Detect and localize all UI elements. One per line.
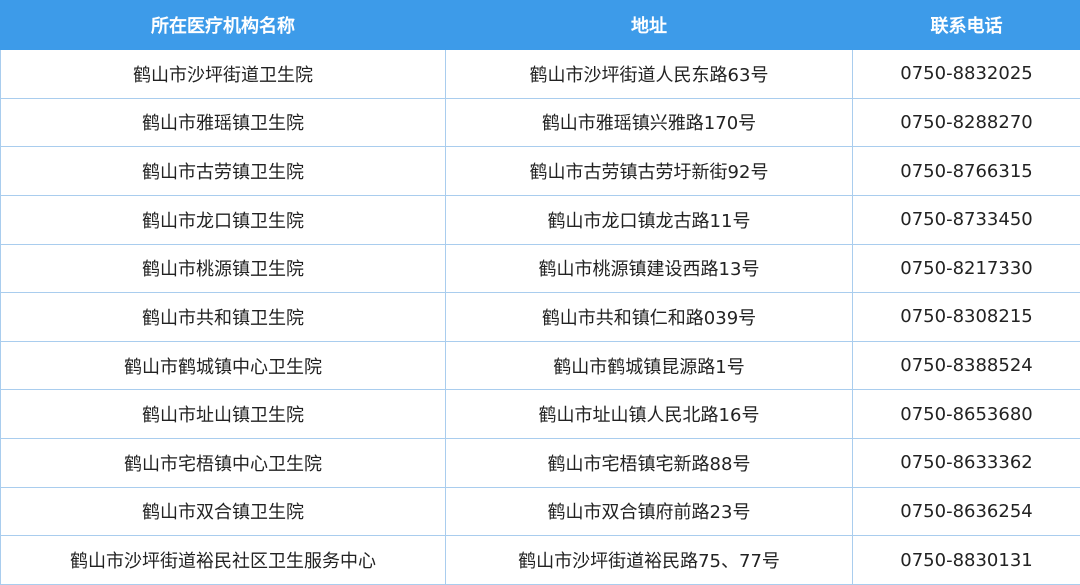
table-cell: 0750-8288270 xyxy=(852,97,1080,148)
table-cell: 鹤山市址山镇卫生院 xyxy=(0,389,446,439)
table-cell: 鹤山市雅瑶镇兴雅路170号 xyxy=(445,97,853,148)
table-cell: 鹤山市沙坪街道人民东路63号 xyxy=(445,49,853,99)
header-cell: 联系电话 xyxy=(852,0,1080,50)
table-row: 鹤山市雅瑶镇卫生院 鹤山市雅瑶镇兴雅路170号 0750-8288270 xyxy=(0,97,1080,148)
table-cell: 鹤山市雅瑶镇卫生院 xyxy=(0,97,446,148)
table-cell: 鹤山市桃源镇卫生院 xyxy=(0,243,446,294)
table-cell: 0750-8388524 xyxy=(852,340,1080,391)
table-cell: 鹤山市沙坪街道卫生院 xyxy=(0,49,446,99)
table-cell: 0750-8308215 xyxy=(852,292,1080,342)
header-row: 所在医疗机构名称 地址 联系电话 xyxy=(0,0,1080,50)
table-cell: 0750-8636254 xyxy=(852,486,1080,537)
table-cell: 0750-8633362 xyxy=(852,438,1080,488)
table-cell: 鹤山市址山镇人民北路16号 xyxy=(445,389,853,439)
table-cell: 鹤山市宅梧镇宅新路88号 xyxy=(445,438,853,488)
table-cell: 鹤山市龙口镇龙古路11号 xyxy=(445,194,853,245)
table-cell: 鹤山市双合镇府前路23号 xyxy=(445,486,853,537)
table-cell: 鹤山市沙坪街道裕民路75、77号 xyxy=(445,535,853,585)
table-cell: 0750-8653680 xyxy=(852,389,1080,439)
table-cell: 0750-8766315 xyxy=(852,146,1080,196)
table-row: 鹤山市宅梧镇中心卫生院 鹤山市宅梧镇宅新路88号 0750-8633362 xyxy=(0,438,1080,488)
table-cell: 鹤山市桃源镇建设西路13号 xyxy=(445,243,853,294)
table-row: 鹤山市桃源镇卫生院 鹤山市桃源镇建设西路13号 0750-8217330 xyxy=(0,243,1080,294)
header-cell: 所在医疗机构名称 xyxy=(0,0,446,50)
table-row: 鹤山市沙坪街道裕民社区卫生服务中心 鹤山市沙坪街道裕民路75、77号 0750-88… xyxy=(0,535,1080,585)
table-cell: 鹤山市古劳镇卫生院 xyxy=(0,146,446,196)
table-cell: 鹤山市龙口镇卫生院 xyxy=(0,194,446,245)
table-cell: 鹤山市古劳镇古劳圩新街92号 xyxy=(445,146,853,196)
table-cell: 鹤山市沙坪街道裕民社区卫生服务中心 xyxy=(0,535,446,585)
table-cell: 鹤山市双合镇卫生院 xyxy=(0,486,446,537)
header-cell: 地址 xyxy=(445,0,853,50)
table-row: 鹤山市双合镇卫生院 鹤山市双合镇府前路23号 0750-8636254 xyxy=(0,486,1080,537)
table-row: 鹤山市鹤城镇中心卫生院 鹤山市鹤城镇昆源路1号 0750-8388524 xyxy=(0,340,1080,391)
table-cell: 鹤山市宅梧镇中心卫生院 xyxy=(0,438,446,488)
table-row: 鹤山市共和镇卫生院 鹤山市共和镇仁和路039号 0750-8308215 xyxy=(0,292,1080,342)
table-row: 鹤山市龙口镇卫生院 鹤山市龙口镇龙古路11号 0750-8733450 xyxy=(0,194,1080,245)
table-cell: 鹤山市鹤城镇中心卫生院 xyxy=(0,340,446,391)
table-cell: 0750-8830131 xyxy=(852,535,1080,585)
table-cell: 0750-8733450 xyxy=(852,194,1080,245)
table-row: 鹤山市古劳镇卫生院 鹤山市古劳镇古劳圩新街92号 0750-8766315 xyxy=(0,146,1080,196)
table-cell: 鹤山市鹤城镇昆源路1号 xyxy=(445,340,853,391)
table-row: 鹤山市址山镇卫生院 鹤山市址山镇人民北路16号 0750-8653680 xyxy=(0,389,1080,439)
table-cell: 鹤山市共和镇仁和路039号 xyxy=(445,292,853,342)
table-row: 鹤山市沙坪街道卫生院 鹤山市沙坪街道人民东路63号 0750-8832025 xyxy=(0,49,1080,99)
table-cell: 0750-8217330 xyxy=(852,243,1080,294)
table-body: 鹤山市沙坪街道卫生院 鹤山市沙坪街道人民东路63号 0750-8832025 鹤山市雅… xyxy=(0,49,1080,585)
table-cell: 鹤山市共和镇卫生院 xyxy=(0,292,446,342)
table-cell: 0750-8832025 xyxy=(852,49,1080,99)
table-header: 所在医疗机构名称 地址 联系电话 xyxy=(0,0,1080,50)
